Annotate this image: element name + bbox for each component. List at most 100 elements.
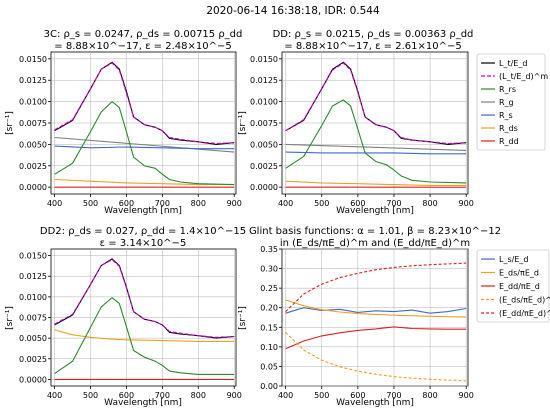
panel-3-ytick-label: 0.10 xyxy=(260,343,278,352)
panel-0-xtick-label: 800 xyxy=(191,199,206,208)
panel-1-ytick-label: 0.0075 xyxy=(250,119,278,128)
panel-dd-title-line2: = 8.88×10^−17, ε = 2.61×10^−5 xyxy=(284,41,461,52)
panel-2-ytick-label: 0.0050 xyxy=(19,334,47,343)
panel-0-series-rs-line xyxy=(54,145,235,150)
panel-dd: DD: ρ_s = 0.0215, ρ_ds = 0.00363 ρ_dd = … xyxy=(238,29,474,216)
panel-0-xtick-label: 700 xyxy=(155,199,170,208)
panel-1-xtick-label: 500 xyxy=(314,199,329,208)
panel-glint-title-line1: Glint basis functions: α = 1.01, β = 8.2… xyxy=(249,226,501,237)
panel-2-xtick-label: 900 xyxy=(227,391,242,400)
panel-dd-xlabel: Wavelength [nm] xyxy=(336,206,414,216)
panel-2-ytick-label: 0.0100 xyxy=(19,293,47,302)
panel-3-series-edsm-line xyxy=(285,332,467,382)
panel-1-series-rs-line xyxy=(285,151,467,155)
panel-1-xtick-label: 600 xyxy=(350,199,365,208)
legendTop-label-rrs: R_rs xyxy=(499,85,516,94)
panel-2-series-ltm-line xyxy=(54,259,235,338)
panel-0-xtick-label: 400 xyxy=(47,199,62,208)
legendBottom-label-eds: E_ds/πE_d xyxy=(499,269,539,278)
panel-0-series-ltm-line xyxy=(54,62,235,145)
legendTop-label-lt: L_t/E_d xyxy=(499,59,527,68)
legendTop-label-rg: R_g xyxy=(499,98,514,107)
panel-3-xtick-label: 700 xyxy=(386,391,401,400)
panel-0-ytick-label: 0.0150 xyxy=(19,55,47,64)
panel-0-ytick-label: 0.0025 xyxy=(19,162,47,171)
panel-3-ytick-label: 0.20 xyxy=(260,304,278,313)
panel-2-xtick-label: 600 xyxy=(119,391,134,400)
panel-1-series-rrs-line xyxy=(285,99,467,184)
panel-0-series-rg-line xyxy=(54,136,235,153)
panel-3c-plot-area: 0.0000 0.0025 0.0050 0.0075 0.0100 0.0125 0.01… xyxy=(19,52,242,208)
panel-3c-title-line1: 3C: ρ_s = 0.0247, ρ_ds = 0.00715 ρ_dd xyxy=(44,29,243,40)
panel-1-ytick-label: 0.0150 xyxy=(250,55,278,64)
panel-3-xtick-label: 900 xyxy=(459,391,474,400)
panel-3-series-edd-line xyxy=(285,326,467,350)
panel-2-series-rds-line xyxy=(54,329,235,342)
panel-3-xtick-label: 800 xyxy=(422,391,437,400)
panel-dd2-title-line2: ε = 3.14×10^−5 xyxy=(100,238,187,249)
panel-3-xtick-label: 500 xyxy=(314,391,329,400)
panel-0-xtick-label: 600 xyxy=(119,199,134,208)
panel-1-xtick-label: 900 xyxy=(459,199,474,208)
panel-dd2-ylabel: [sr⁻¹] xyxy=(5,306,15,330)
panel-1-ytick-label: 0.0000 xyxy=(250,183,278,192)
legend-top-box xyxy=(476,53,546,151)
panel-3-xtick-label: 400 xyxy=(278,391,293,400)
panel-glint-xlabel: Wavelength [nm] xyxy=(336,398,414,408)
panel-dd2-plot-area: 0.0000 0.0025 0.0050 0.0075 0.0100 0.0125 0.01… xyxy=(19,249,242,400)
panel-3c: 3C: ρ_s = 0.0247, ρ_ds = 0.00715 ρ_dd = … xyxy=(5,29,242,216)
panel-0-xtick-label: 500 xyxy=(83,199,98,208)
panel-3-series-eddm-line xyxy=(285,262,467,312)
panel-0-series-rrs-line xyxy=(54,100,235,186)
panel-3-ytick-label: 0.30 xyxy=(260,265,278,274)
legendTop-label-ltm: (L_t/E_d)^m xyxy=(499,72,548,81)
panel-glint: Glint basis functions: α = 1.01, β = 8.2… xyxy=(238,226,501,408)
panel-3-xtick-label: 600 xyxy=(350,391,365,400)
panel-3-ytick-label: 0.15 xyxy=(260,323,278,332)
panel-dd-ylabel: [sr⁻¹] xyxy=(238,111,248,135)
panel-3c-xlabel: Wavelength [nm] xyxy=(104,206,182,216)
panel-1-xtick-label: 700 xyxy=(386,199,401,208)
panel-0-ytick-label: 0.0000 xyxy=(19,183,47,192)
panel-3-series-ls-line xyxy=(285,307,467,314)
legend-top: L_t/E_d (L_t/E_d)^m R_rs R_g R_s R_ds R_dd xyxy=(476,53,548,151)
panel-1-series-rg-line xyxy=(285,143,467,151)
legend-bottom: L_s/E_d E_ds/πE_d E_dd/πE_d (E_ds/πE_d)^m (E… xyxy=(476,249,550,323)
panel-0-series-rds-line xyxy=(54,178,235,186)
panel-2-ytick-label: 0.0075 xyxy=(19,314,47,323)
panel-2-ytick-label: 0.0125 xyxy=(19,272,47,281)
panel-2-ytick-label: 0.0000 xyxy=(19,375,47,384)
legendBottom-label-edd: E_dd/πE_d xyxy=(499,282,540,291)
panel-3-ytick-label: 0.05 xyxy=(260,362,278,371)
panel-1-series-ltm-line xyxy=(285,62,467,145)
legendBottom-label-ls: L_s/E_d xyxy=(499,255,528,264)
panel-dd-plot-area: 0.0000 0.0025 0.0050 0.0075 0.0100 0.0125 0.01… xyxy=(250,52,474,208)
panel-1-ytick-label: 0.0025 xyxy=(250,162,278,171)
panel-3-ytick-label: 0.35 xyxy=(260,245,278,254)
legend-bottom-box xyxy=(476,249,550,323)
panel-2-xtick-label: 800 xyxy=(191,391,206,400)
panel-glint-title-line2: in (E_ds/πE_d)^m and (E_dd/πE_d)^m xyxy=(280,238,470,249)
panel-dd2-xlabel: Wavelength [nm] xyxy=(104,398,182,408)
panel-dd2: DD2: ρ_ds = 0.027, ρ_dd = 1.4×10^−15 ε =… xyxy=(5,226,246,408)
panel-2-xtick-label: 400 xyxy=(47,391,62,400)
panel-3c-title-line2: = 8.88×10^−17, ε = 2.48×10^−5 xyxy=(54,41,231,52)
panel-0-ytick-label: 0.0125 xyxy=(19,76,47,85)
panel-0-ytick-label: 0.0050 xyxy=(19,140,47,149)
panel-3c-ylabel: [sr⁻¹] xyxy=(5,111,15,135)
panel-glint-plot-area: 0.00 0.05 0.10 0.15 0.20 0.25 0.30 0.35 400 500 60… xyxy=(260,245,474,400)
legendTop-label-rs: R_s xyxy=(499,111,513,120)
panel-1-ytick-label: 0.0050 xyxy=(250,140,278,149)
panel-0-ytick-label: 0.0100 xyxy=(19,98,47,107)
panel-dd-title-line1: DD: ρ_s = 0.0215, ρ_ds = 0.00363 ρ_dd xyxy=(273,29,474,40)
panel-3-ytick-label: 0.00 xyxy=(260,382,278,391)
panel-2-ytick-label: 0.0150 xyxy=(19,252,47,261)
panel-1-ytick-label: 0.0125 xyxy=(250,76,278,85)
legendTop-label-rdd: R_dd xyxy=(499,137,519,146)
panel-1-ytick-label: 0.0100 xyxy=(250,98,278,107)
panel-dd2-title-line1: DD2: ρ_ds = 0.027, ρ_dd = 1.4×10^−15 xyxy=(40,226,246,237)
suptitle: 2020-06-14 16:38:18, IDR: 0.544 xyxy=(206,5,380,17)
panel-1-xtick-label: 400 xyxy=(278,199,293,208)
panel-2-ytick-label: 0.0025 xyxy=(19,355,47,364)
